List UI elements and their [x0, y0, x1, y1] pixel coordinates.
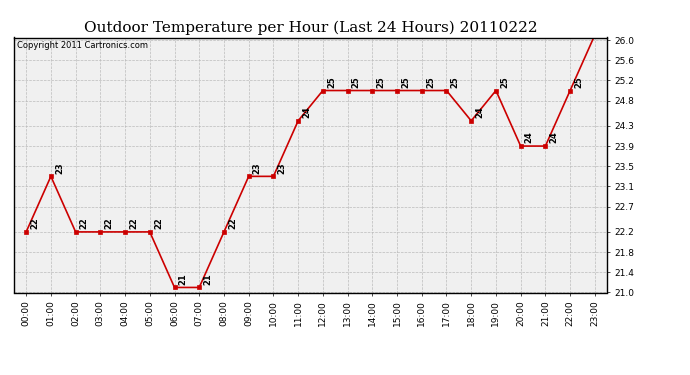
Text: 22: 22: [80, 217, 89, 229]
Text: 25: 25: [500, 76, 509, 88]
Text: 25: 25: [352, 76, 361, 88]
Text: 24: 24: [549, 132, 558, 143]
Text: 22: 22: [104, 217, 113, 229]
Text: 25: 25: [327, 76, 336, 88]
Text: 22: 22: [129, 217, 138, 229]
Text: 23: 23: [55, 162, 64, 174]
Text: 24: 24: [302, 106, 311, 118]
Text: 24: 24: [525, 132, 534, 143]
Text: 22: 22: [154, 217, 163, 229]
Text: 23: 23: [277, 162, 286, 174]
Text: Copyright 2011 Cartronics.com: Copyright 2011 Cartronics.com: [17, 41, 148, 50]
Text: 24: 24: [475, 106, 484, 118]
Text: 25: 25: [451, 76, 460, 88]
Text: 25: 25: [574, 76, 583, 88]
Title: Outdoor Temperature per Hour (Last 24 Hours) 20110222: Outdoor Temperature per Hour (Last 24 Ho…: [83, 21, 538, 35]
Text: 22: 22: [30, 217, 39, 229]
Text: 25: 25: [401, 76, 410, 88]
Text: 21: 21: [179, 273, 188, 285]
Text: 25: 25: [377, 76, 386, 88]
Text: 21: 21: [204, 273, 213, 285]
Text: 26: 26: [0, 374, 1, 375]
Text: 25: 25: [426, 76, 435, 88]
Text: 22: 22: [228, 217, 237, 229]
Text: 23: 23: [253, 162, 262, 174]
